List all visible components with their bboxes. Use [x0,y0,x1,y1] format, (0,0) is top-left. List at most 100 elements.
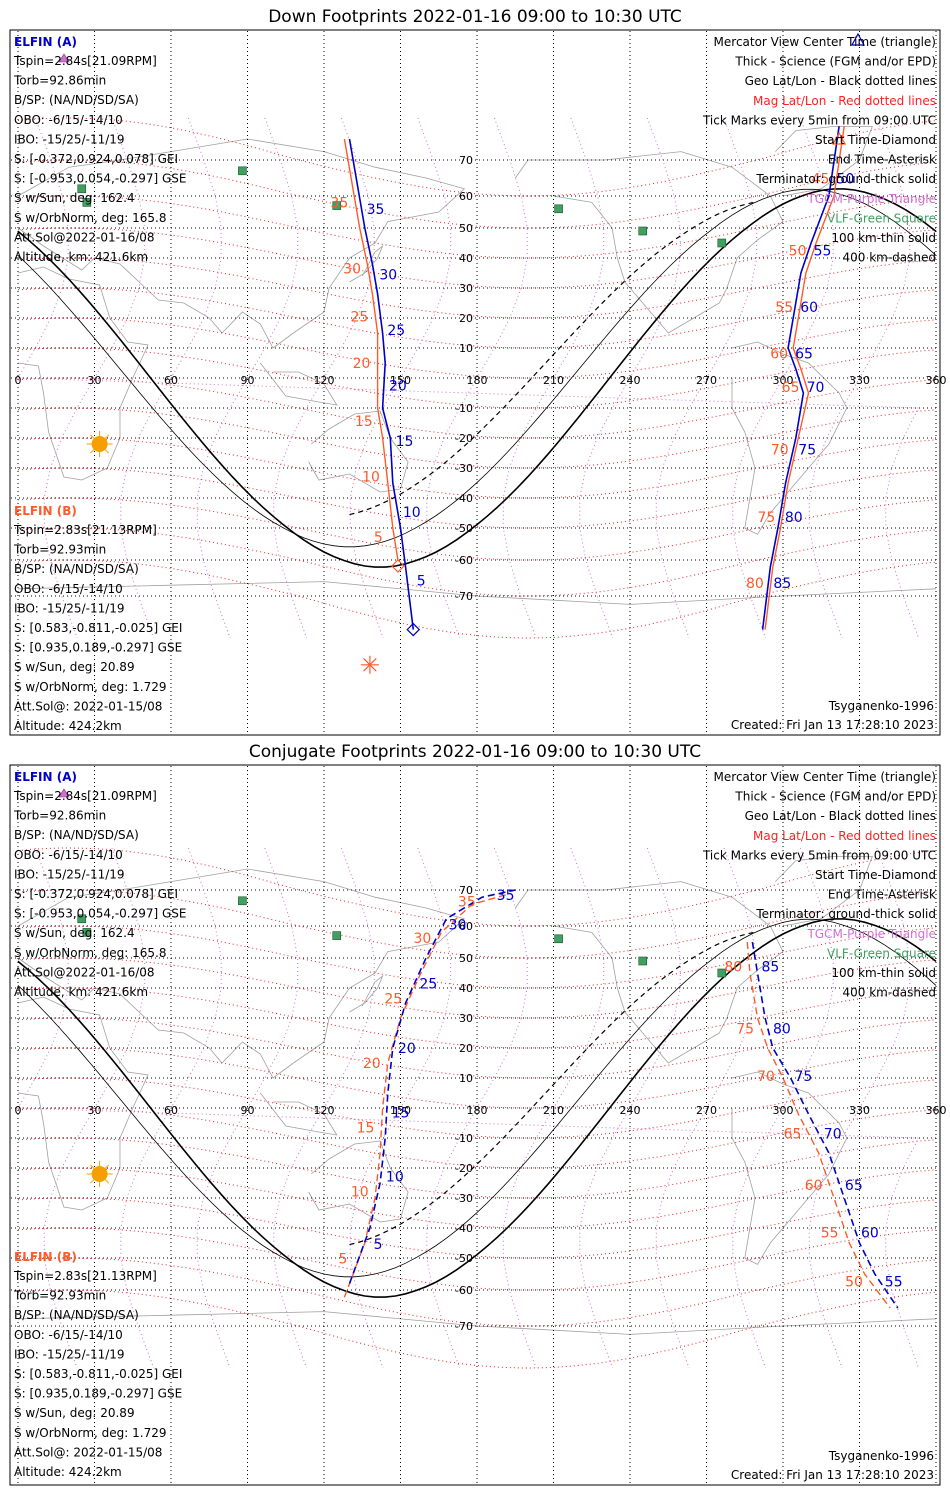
vlf-station-marker [82,198,92,207]
mag-latitude [17,987,937,1049]
vlf-station-marker [77,184,87,194]
lat-label: 70 [459,884,473,897]
track-time-tick: 35 [497,888,515,904]
elfin-a-info: IBO: -15/25/-11/19 [14,132,125,146]
legend-entry: Mag Lat/Lon - Red dotted lines [753,94,936,108]
elfin-b-info: B/SP: (NA/ND/SD/SA) [14,562,139,576]
track-time-tick: 20 [398,1041,416,1057]
lat-label: 50 [459,952,473,965]
legend-entry: End Time-Asterisk [828,153,936,167]
legend-entry: VLF-Green Square [827,946,936,960]
elfin-b-info: Tspin=2.83s[21.13RPM] [13,1269,157,1283]
elfin-b-track [343,892,511,1298]
elfin-a-info: S: [-0.372,0.924,0.078] GEI [14,887,178,901]
elfin-b-info: S: [0.935,0.189,-0.297] GSE [14,641,182,655]
elfin-b-info: S: [0.583,-0.811,-0.025] GEI [14,1367,182,1381]
vlf-station-marker [717,238,727,248]
vlf-station-marker [554,204,563,214]
legend-entry: Tick Marks every 5min from 09:00 UTC [702,113,936,127]
track-time-tick: 55 [814,244,832,260]
legend-entry: Geo Lat/Lon - Black dotted lines [745,809,936,823]
elfin-b-header: ELFIN (B) [14,1250,77,1264]
tgcm-triangle-icon [58,788,70,798]
track-time-tick: 20 [363,1056,381,1072]
track-time-tick: 85 [773,576,791,592]
elfin-a-header: ELFIN (A) [14,770,77,784]
elfin-a-info: OBO: -6/15/-14/10 [14,848,123,862]
track-time-tick: 75 [794,1069,812,1085]
track-time-tick: 75 [757,510,775,526]
legend-entry: Terminator: ground-thick solid [755,907,936,921]
center-triangle-b [832,131,847,145]
elfin-b-info: B/SP: (NA/ND/SD/SA) [14,1308,139,1322]
lon-label: 180 [467,374,488,387]
elfin-a-header: ELFIN (A) [14,35,77,49]
lon-label: 120 [314,1104,335,1117]
track-time-tick: 25 [387,323,405,339]
elfin-a-info: S w/Sun, deg: 162.4 [14,191,135,205]
track-time-tick: 35 [458,894,476,910]
track-time-tick: 20 [353,356,371,372]
mag-latitude [17,957,937,1019]
legend-entry: Mercator View Center Time (triangle) [714,35,936,49]
lon-label: 0 [15,1104,22,1117]
lat-label: -10 [455,1132,473,1145]
elfin-a-info: S: [-0.953,0.054,-0.297] GSE [14,172,187,186]
lon-label: 360 [926,374,947,387]
elfin-a-info: S: [-0.372,0.924,0.078] GEI [14,152,178,166]
elfin-a-info: OBO: -6/15/-14/10 [14,113,123,127]
coast-outline [514,881,784,1064]
vlf-station-marker [638,226,648,236]
track-time-tick: 25 [419,977,437,993]
lat-label: 20 [459,1042,473,1055]
track-time-tick: 5 [374,1237,383,1253]
lat-label: 70 [459,154,473,167]
mag-grid [17,117,937,639]
center-triangle-a [850,32,866,46]
lat-label: 30 [459,282,473,295]
mag-meridian [732,847,834,1369]
track-time-tick: 50 [845,1274,863,1290]
elfin-a-info: S w/OrbNorm, deg: 165.8 [14,211,166,225]
track-time-tick: 80 [785,510,803,526]
vlf-station-marker [332,931,342,940]
elfin-a-info: S w/OrbNorm, deg: 165.8 [14,946,166,960]
vlf-station-marker [717,968,727,978]
elfin-a-track [751,941,899,1309]
elfin-a-info: Torb=92.86min [13,809,106,823]
elfin-a-info: Att.Sol@2022-01-16/08 [14,965,155,979]
mag-latitude [17,437,937,499]
lat-label: -50 [455,522,473,535]
terminator-100km [17,188,937,548]
mag-latitude [17,347,937,409]
mag-meridian [43,847,146,1369]
coast-outline [731,341,848,535]
track-time-tick: 65 [795,346,813,362]
elfin-a-info: Torb=92.86min [13,74,106,88]
sun-icon [86,431,113,457]
elfin-b-info: Altitude: 424.2km [14,1465,122,1479]
lat-label: 10 [459,342,473,355]
legend-entry: 400 km-dashed [842,251,936,265]
track-time-tick: 10 [351,1185,369,1201]
elfin-b-info: Torb=92.93min [13,543,106,557]
lon-label: 300 [773,1104,794,1117]
lon-label: 90 [241,1104,255,1117]
coast-outline [349,974,384,1013]
elfin-a-info: Tspin=2.84s[21.09RPM] [13,789,157,803]
track-time-tick: 20 [389,379,407,395]
track-time-tick: 70 [807,380,825,396]
mag-meridian [502,117,605,639]
vlf-station-marker [554,934,563,944]
elfin-b-track [746,941,891,1309]
created-timestamp: Created: Fri Jan 13 17:28:10 2023 [731,718,934,732]
lon-label: 60 [164,1104,178,1117]
mag-latitude [17,467,937,529]
model-name: Tsyganenko-1996 [828,1449,934,1463]
mag-meridian [17,847,920,1369]
mag-meridian [655,847,758,1369]
track-time-tick: 55 [821,1225,839,1241]
track-time-tick: 55 [885,1274,903,1290]
mag-meridian [808,847,911,1369]
lat-label: -20 [455,432,473,445]
